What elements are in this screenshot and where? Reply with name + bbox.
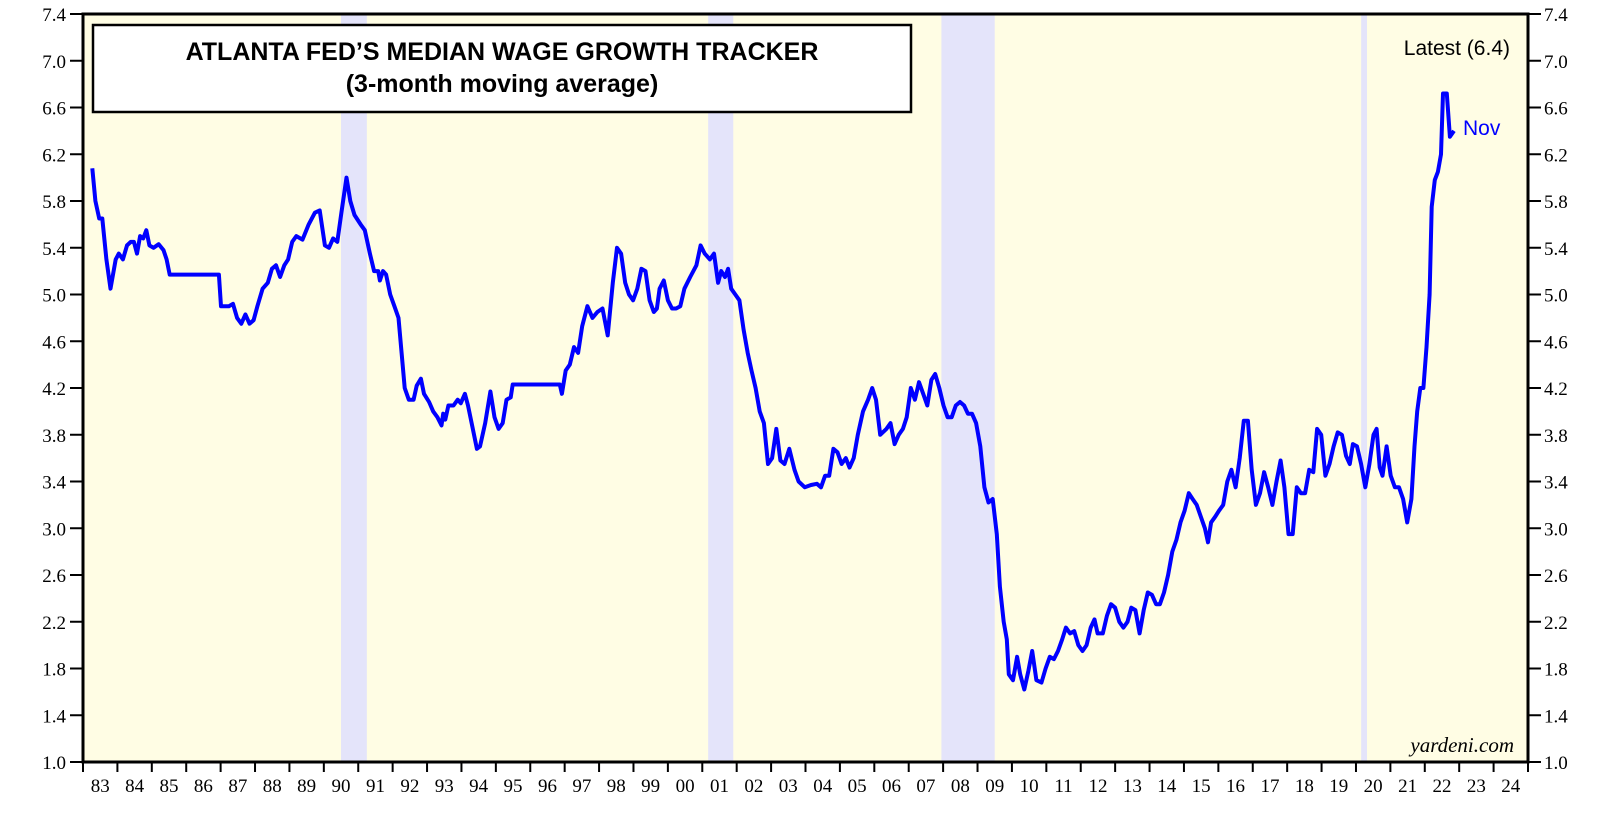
y-tick-label-left: 1.8 bbox=[42, 660, 66, 681]
x-tick-label: 09 bbox=[985, 776, 1004, 797]
x-tick-label: 04 bbox=[813, 776, 833, 797]
x-tick-label: 83 bbox=[91, 776, 110, 797]
x-tick-label: 96 bbox=[538, 776, 557, 797]
y-tick-label-right: 4.6 bbox=[1544, 332, 1568, 353]
x-tick-label: 89 bbox=[297, 776, 316, 797]
y-tick-label-left: 3.0 bbox=[42, 519, 66, 540]
x-tick-label: 00 bbox=[676, 776, 695, 797]
x-tick-label: 99 bbox=[641, 776, 660, 797]
y-tick-label-right: 1.0 bbox=[1544, 753, 1568, 774]
y-axis: 1.0 1.0 1.4 1.4 1.8 1.8 2.2 2.2 2.6 2.6 3.0 3.0 3.4 3… bbox=[42, 5, 1568, 774]
y-tick-label-left: 1.0 bbox=[42, 753, 66, 774]
x-tick-label: 87 bbox=[228, 776, 247, 797]
x-tick-label: 14 bbox=[1157, 776, 1177, 797]
recession-band bbox=[1361, 14, 1367, 762]
y-tick-label-left: 5.0 bbox=[42, 286, 66, 307]
x-tick-label: 07 bbox=[916, 776, 935, 797]
y-tick-label-right: 7.4 bbox=[1544, 5, 1568, 26]
x-tick-label: 19 bbox=[1329, 776, 1348, 797]
plot-background bbox=[83, 14, 1528, 762]
y-tick-label-left: 1.4 bbox=[42, 706, 66, 727]
y-tick-label-left: 2.2 bbox=[42, 613, 66, 634]
y-tick-label-left: 5.8 bbox=[42, 192, 66, 213]
y-tick-label-right: 2.6 bbox=[1544, 566, 1568, 587]
recession-band bbox=[708, 14, 734, 762]
x-tick-label: 20 bbox=[1364, 776, 1383, 797]
y-tick-label-left: 5.4 bbox=[42, 239, 66, 260]
x-tick-label: 88 bbox=[263, 776, 282, 797]
series-layer bbox=[90, 91, 1456, 692]
title-box: ATLANTA FED’S MEDIAN WAGE GROWTH TRACKER… bbox=[91, 23, 913, 114]
y-tick-label-left: 2.6 bbox=[42, 566, 66, 587]
x-tick-label: 98 bbox=[607, 776, 626, 797]
x-tick-label: 10 bbox=[1020, 776, 1039, 797]
chart-subtitle: (3-month moving average) bbox=[346, 70, 659, 98]
y-tick-label-right: 6.6 bbox=[1544, 99, 1568, 120]
y-tick-label-right: 4.2 bbox=[1544, 379, 1568, 400]
x-tick-label: 02 bbox=[744, 776, 763, 797]
x-tick-label: 86 bbox=[194, 776, 213, 797]
y-tick-label-right: 7.0 bbox=[1544, 52, 1568, 73]
x-tick-label: 17 bbox=[1260, 776, 1279, 797]
y-tick-label-right: 3.8 bbox=[1544, 426, 1568, 447]
series-line bbox=[90, 91, 1456, 692]
latest-annotation: Latest (6.4) bbox=[1404, 37, 1510, 60]
y-tick-label-left: 3.8 bbox=[42, 426, 66, 447]
y-tick-label-left: 4.2 bbox=[42, 379, 66, 400]
x-tick-label: 06 bbox=[882, 776, 901, 797]
y-tick-label-right: 3.0 bbox=[1544, 519, 1568, 540]
x-tick-label: 92 bbox=[400, 776, 419, 797]
x-tick-label: 21 bbox=[1398, 776, 1417, 797]
x-tick-label: 24 bbox=[1501, 776, 1521, 797]
y-tick-label-left: 3.4 bbox=[42, 473, 66, 494]
recession-bands bbox=[341, 14, 1367, 762]
x-tick-label: 13 bbox=[1123, 776, 1142, 797]
x-tick-label: 18 bbox=[1295, 776, 1314, 797]
x-tick-label: 97 bbox=[572, 776, 591, 797]
y-tick-label-right: 1.8 bbox=[1544, 660, 1568, 681]
x-tick-label: 95 bbox=[504, 776, 523, 797]
y-tick-label-right: 1.4 bbox=[1544, 706, 1568, 727]
y-tick-label-right: 2.2 bbox=[1544, 613, 1568, 634]
y-tick-label-right: 3.4 bbox=[1544, 473, 1568, 494]
recession-band bbox=[341, 14, 367, 762]
x-tick-label: 23 bbox=[1467, 776, 1486, 797]
x-axis: 83 84 85 86 87 88 89 90 91 92 93 94 95 96 97 98 99 00 01 02… bbox=[82, 762, 1529, 797]
x-tick-label: 12 bbox=[1088, 776, 1107, 797]
x-tick-label: 85 bbox=[160, 776, 179, 797]
x-tick-label: 11 bbox=[1054, 776, 1072, 797]
x-tick-label: 84 bbox=[125, 776, 145, 797]
y-tick-label-right: 6.2 bbox=[1544, 145, 1568, 166]
x-tick-label: 08 bbox=[951, 776, 970, 797]
y-tick-label-right: 5.4 bbox=[1544, 239, 1568, 260]
source-label: yardeni.com bbox=[1408, 733, 1514, 757]
x-tick-label: 16 bbox=[1226, 776, 1245, 797]
y-tick-label-left: 6.6 bbox=[42, 99, 66, 120]
y-tick-label-left: 4.6 bbox=[42, 332, 66, 353]
y-tick-label-left: 6.2 bbox=[42, 145, 66, 166]
recession-band bbox=[941, 14, 995, 762]
y-tick-label-left: 7.4 bbox=[42, 5, 66, 26]
x-tick-label: 03 bbox=[779, 776, 798, 797]
y-tick-label-right: 5.0 bbox=[1544, 286, 1568, 307]
last-point-label: Nov bbox=[1463, 117, 1501, 140]
x-tick-label: 15 bbox=[1192, 776, 1211, 797]
x-tick-label: 90 bbox=[332, 776, 351, 797]
x-tick-label: 01 bbox=[710, 776, 729, 797]
x-tick-label: 22 bbox=[1432, 776, 1451, 797]
x-tick-label: 93 bbox=[435, 776, 454, 797]
y-tick-label-left: 7.0 bbox=[42, 52, 66, 73]
y-tick-label-right: 5.8 bbox=[1544, 192, 1568, 213]
x-tick-label: 91 bbox=[366, 776, 385, 797]
x-tick-label: 94 bbox=[469, 776, 489, 797]
x-tick-label: 05 bbox=[848, 776, 867, 797]
chart-title: ATLANTA FED’S MEDIAN WAGE GROWTH TRACKER bbox=[186, 38, 819, 66]
